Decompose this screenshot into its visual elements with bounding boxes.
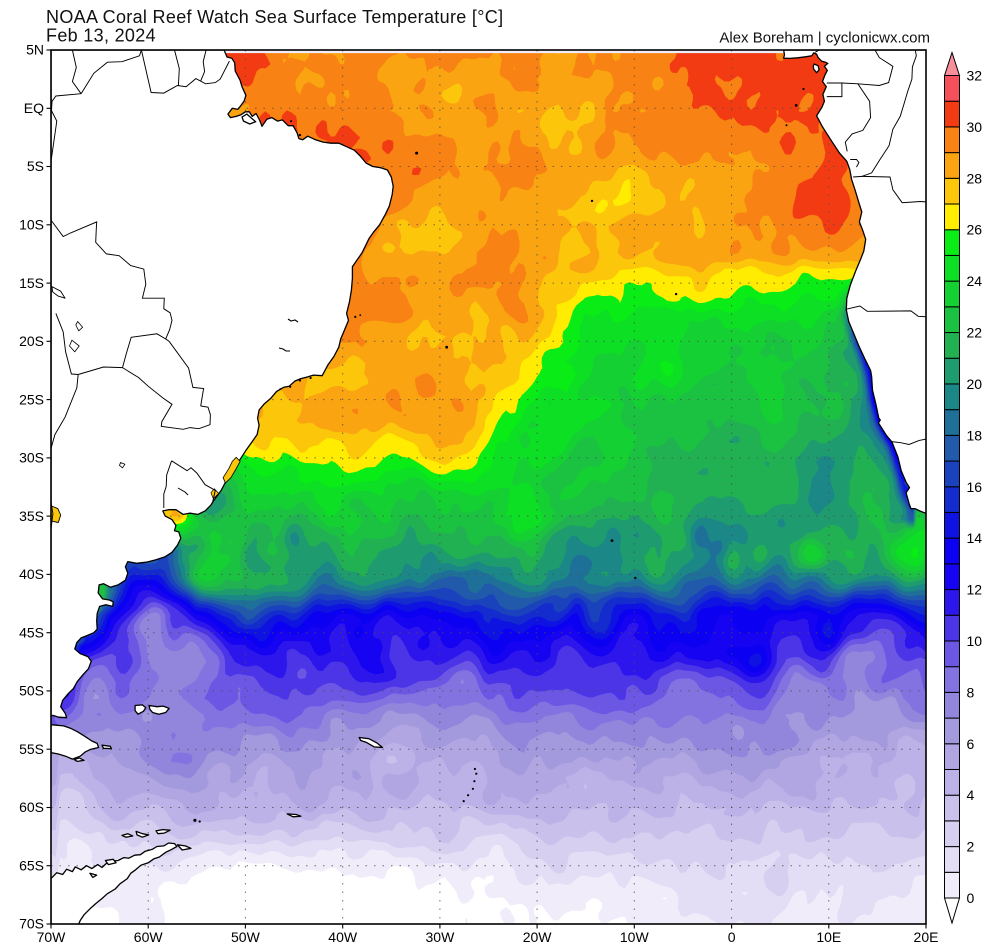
- svg-text:EQ: EQ: [24, 100, 44, 116]
- svg-text:20S: 20S: [19, 333, 44, 349]
- svg-text:40S: 40S: [19, 566, 44, 582]
- svg-text:45S: 45S: [19, 624, 44, 640]
- svg-text:15S: 15S: [19, 275, 44, 291]
- svg-text:55S: 55S: [19, 741, 44, 757]
- svg-text:20: 20: [967, 376, 983, 392]
- svg-text:50W: 50W: [231, 929, 261, 945]
- svg-text:6: 6: [967, 736, 975, 752]
- svg-text:14: 14: [967, 530, 983, 546]
- svg-text:5S: 5S: [27, 158, 44, 174]
- svg-text:35S: 35S: [19, 508, 44, 524]
- svg-text:Alex Boreham | cyclonicwx.com: Alex Boreham | cyclonicwx.com: [719, 30, 930, 47]
- svg-text:10W: 10W: [620, 929, 650, 945]
- svg-text:0: 0: [728, 929, 736, 945]
- svg-text:40W: 40W: [328, 929, 358, 945]
- svg-text:70W: 70W: [37, 929, 67, 945]
- svg-text:28: 28: [967, 170, 983, 186]
- svg-text:0: 0: [967, 890, 975, 906]
- svg-text:NOAA Coral Reef Watch Sea Surf: NOAA Coral Reef Watch Sea Surface Temper…: [46, 7, 503, 27]
- svg-text:60S: 60S: [19, 799, 44, 815]
- svg-text:60W: 60W: [134, 929, 164, 945]
- svg-text:5N: 5N: [26, 42, 44, 58]
- svg-text:10: 10: [967, 633, 983, 649]
- svg-text:4: 4: [967, 787, 975, 803]
- svg-text:10S: 10S: [19, 217, 44, 233]
- svg-text:50S: 50S: [19, 683, 44, 699]
- svg-text:25S: 25S: [19, 391, 44, 407]
- svg-text:16: 16: [967, 479, 983, 495]
- svg-text:30S: 30S: [19, 450, 44, 466]
- svg-text:12: 12: [967, 582, 983, 598]
- svg-text:10E: 10E: [816, 929, 841, 945]
- svg-text:65S: 65S: [19, 857, 44, 873]
- svg-text:30: 30: [967, 119, 983, 135]
- svg-text:18: 18: [967, 427, 983, 443]
- svg-text:70S: 70S: [19, 916, 44, 932]
- svg-text:22: 22: [967, 325, 983, 341]
- svg-text:2: 2: [967, 839, 975, 855]
- svg-text:20W: 20W: [523, 929, 553, 945]
- svg-text:32: 32: [967, 68, 983, 84]
- svg-text:8: 8: [967, 684, 975, 700]
- svg-text:30W: 30W: [426, 929, 456, 945]
- svg-text:26: 26: [967, 222, 983, 238]
- svg-text:20E: 20E: [914, 929, 939, 945]
- svg-text:24: 24: [967, 273, 983, 289]
- svg-text:Feb 13, 2024: Feb 13, 2024: [46, 26, 156, 46]
